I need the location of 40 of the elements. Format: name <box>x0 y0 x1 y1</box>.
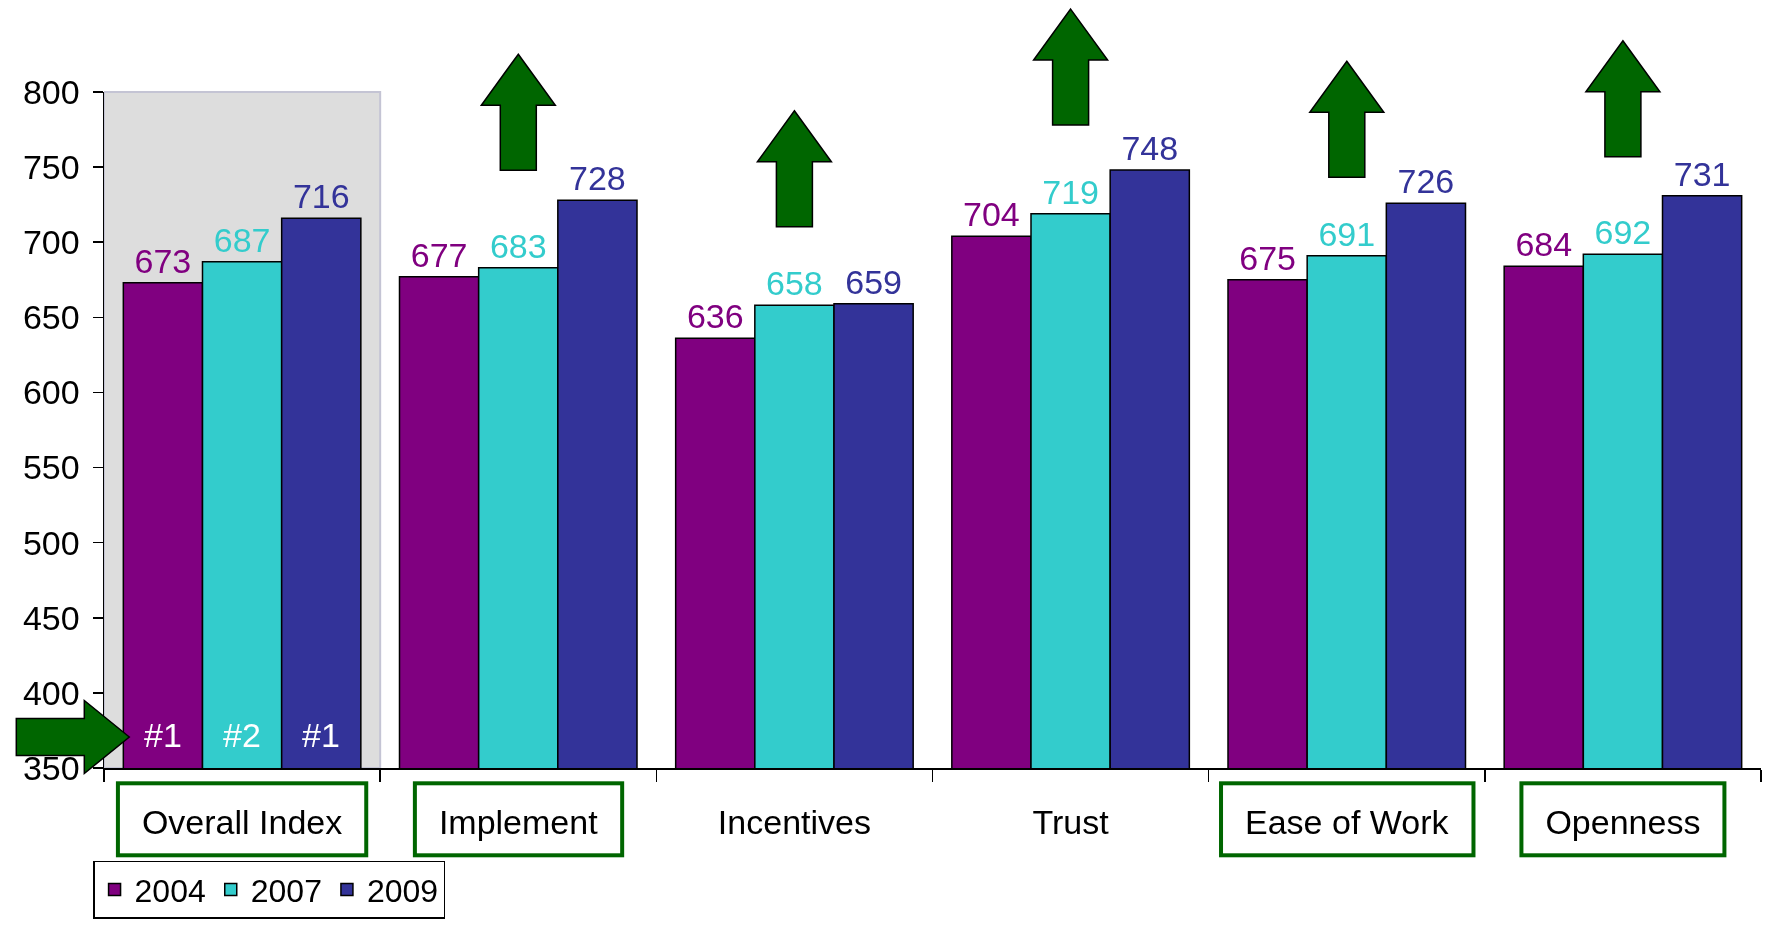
y-tick-label: 700 <box>22 223 80 262</box>
data-label: 684 <box>1515 225 1573 264</box>
data-label: 728 <box>569 159 626 198</box>
x-tick-label: Trust <box>1032 803 1110 842</box>
y-tick-label: 800 <box>22 72 80 111</box>
data-label: 731 <box>1673 154 1731 193</box>
x-tick-label: Openness <box>1545 803 1701 842</box>
annotation: #1 <box>302 716 340 754</box>
annotation: #2 <box>223 716 261 754</box>
y-tick-label: 450 <box>22 598 80 637</box>
data-label: 673 <box>134 241 192 280</box>
data-label: 675 <box>1239 238 1296 277</box>
data-label: 726 <box>1397 162 1455 201</box>
data-label: 691 <box>1318 214 1376 253</box>
data-label: 704 <box>963 195 1020 234</box>
y-tick-label: 650 <box>22 298 80 337</box>
y-tick-label: 350 <box>22 748 80 787</box>
y-tick-label: 550 <box>22 448 80 487</box>
y-tick-label: 600 <box>22 373 80 412</box>
data-label: 636 <box>686 297 744 336</box>
legend-label: 2009 <box>366 872 439 909</box>
data-label: 692 <box>1594 213 1652 252</box>
data-label: 719 <box>1042 172 1099 211</box>
data-label: 716 <box>292 177 350 216</box>
x-tick-label: Incentives <box>717 803 871 842</box>
x-tick-label: Overall Index <box>141 803 343 842</box>
annotation: #1 <box>144 716 182 754</box>
data-label: 748 <box>1121 129 1179 168</box>
legend-label: 2004 <box>134 872 206 909</box>
data-label: 659 <box>845 262 902 301</box>
y-tick-label: 400 <box>22 673 80 712</box>
data-label: 677 <box>410 235 468 274</box>
data-label: 687 <box>213 220 271 259</box>
legend-label: 2007 <box>250 872 322 909</box>
data-label: 683 <box>489 226 547 265</box>
data-label: 658 <box>766 264 823 303</box>
x-tick-label: Implement <box>438 803 599 842</box>
y-tick-label: 500 <box>22 523 80 562</box>
x-tick-label: Ease of Work <box>1245 803 1450 842</box>
y-tick-label: 750 <box>22 148 80 187</box>
